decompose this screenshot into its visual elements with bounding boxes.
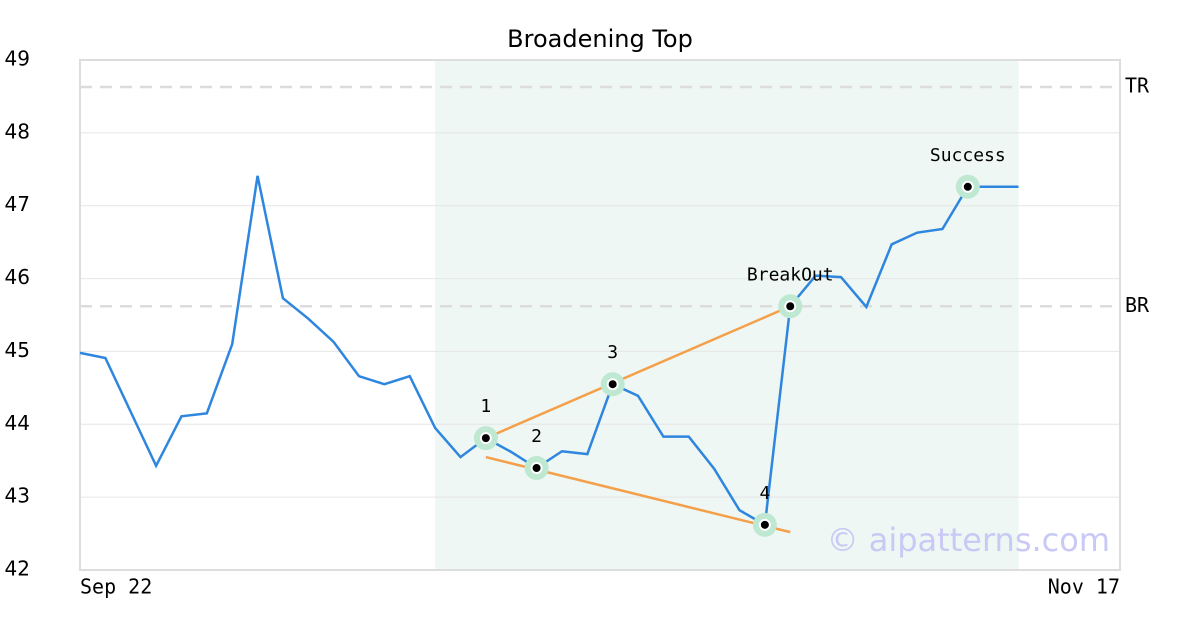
pivot-label: 4 — [759, 483, 770, 504]
y-tick-label: 43 — [5, 484, 30, 508]
pivot-label: 3 — [607, 342, 618, 363]
h-line-label: TR — [1125, 73, 1150, 97]
y-tick-label: 45 — [5, 338, 30, 362]
pivot-point — [606, 378, 619, 391]
pivot-point — [961, 180, 974, 193]
y-tick-label: 44 — [5, 411, 30, 435]
h-line-label: BR — [1125, 293, 1150, 317]
y-tick-label: 46 — [5, 265, 30, 289]
pivot-label: 2 — [531, 426, 542, 447]
shade-region — [435, 60, 1019, 570]
pivot-label: BreakOut — [747, 264, 834, 285]
plot-frame — [79, 59, 1121, 571]
y-tick-label: 49 — [5, 47, 30, 71]
y-tick-label: 42 — [5, 557, 30, 581]
pivot-point — [758, 518, 771, 531]
pivot-point — [530, 462, 543, 474]
y-tick-label: 47 — [5, 192, 30, 216]
pivot-point — [479, 432, 492, 445]
pivot-point — [784, 300, 797, 313]
chart-title: Broadening Top — [507, 25, 693, 53]
watermark: © aipatterns.com — [827, 521, 1110, 559]
trend-line — [485, 305, 791, 440]
pivot-label: 1 — [480, 396, 491, 417]
pivot-label: Success — [930, 145, 1006, 166]
price-line — [79, 175, 1019, 527]
x-tick-label: Sep 22 — [80, 575, 152, 599]
y-tick-label: 48 — [5, 119, 30, 143]
x-tick-label: Nov 17 — [1048, 575, 1120, 599]
